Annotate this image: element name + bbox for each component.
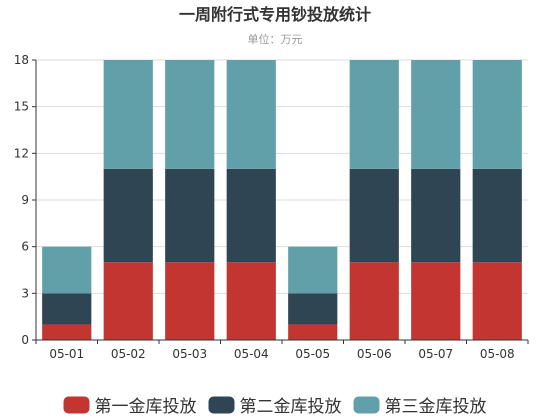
- bar-segment: [226, 168, 276, 263]
- x-tick-label: 05-07: [418, 347, 453, 361]
- bar-segment: [42, 324, 92, 340]
- legend-swatch: [208, 396, 235, 414]
- bar-segment: [165, 168, 215, 263]
- bar-segment: [288, 324, 338, 340]
- x-tick-label: 05-03: [172, 347, 207, 361]
- y-tick-label: 3: [21, 286, 29, 300]
- legend-item[interactable]: 第三金库投放: [353, 396, 487, 418]
- legend-label: 第二金库投放: [240, 397, 342, 417]
- bar-segment: [411, 262, 461, 340]
- chart-subtitle: 单位：万元: [248, 32, 303, 46]
- bar-segment: [288, 246, 338, 294]
- legend-item[interactable]: 第二金库投放: [208, 396, 342, 418]
- bar-segment: [349, 60, 399, 169]
- bar-segment: [103, 60, 153, 169]
- legend-label: 第一金库投放: [95, 397, 197, 417]
- y-tick-label: 9: [21, 193, 29, 207]
- legend-label: 第三金库投放: [385, 397, 487, 417]
- bar-segment: [226, 60, 276, 169]
- y-tick-label: 0: [21, 333, 29, 347]
- bar-segment: [165, 60, 215, 169]
- bar-segment: [165, 262, 215, 340]
- bar-segment: [103, 262, 153, 340]
- legend-swatch: [63, 396, 90, 414]
- bar-segment: [103, 168, 153, 263]
- bar-segment: [411, 168, 461, 263]
- legend: 第一金库投放 第二金库投放 第三金库投放: [63, 396, 487, 418]
- bar-segment: [472, 60, 522, 169]
- x-tick-label: 05-06: [357, 347, 392, 361]
- bar-segment: [472, 262, 522, 340]
- legend-item[interactable]: 第一金库投放: [63, 396, 197, 418]
- chart-title: 一周附行式专用钞投放统计: [179, 5, 371, 24]
- bar-segment: [42, 246, 92, 294]
- x-tick-label: 05-08: [480, 347, 515, 361]
- x-tick-label: 05-01: [49, 347, 84, 361]
- bar-segment: [288, 293, 338, 325]
- bar-segment: [42, 293, 92, 325]
- bar-segment: [226, 262, 276, 340]
- bar-segment: [349, 262, 399, 340]
- bars: [42, 60, 522, 340]
- y-tick-label: 6: [21, 240, 29, 254]
- bar-segment: [472, 168, 522, 263]
- legend-swatch: [353, 396, 380, 414]
- y-tick-label: 15: [14, 100, 29, 114]
- y-tick-label: 18: [14, 53, 29, 67]
- bar-segment: [411, 60, 461, 169]
- axes: 0 3 6 9 12 15 18 05-01 05-02 05-03 05-04 05-05 05-06…: [14, 53, 529, 361]
- x-tick-label: 05-05: [295, 347, 330, 361]
- bar-segment: [349, 168, 399, 263]
- x-tick-label: 05-04: [234, 347, 269, 361]
- y-tick-label: 12: [14, 146, 29, 160]
- x-tick-label: 05-02: [111, 347, 146, 361]
